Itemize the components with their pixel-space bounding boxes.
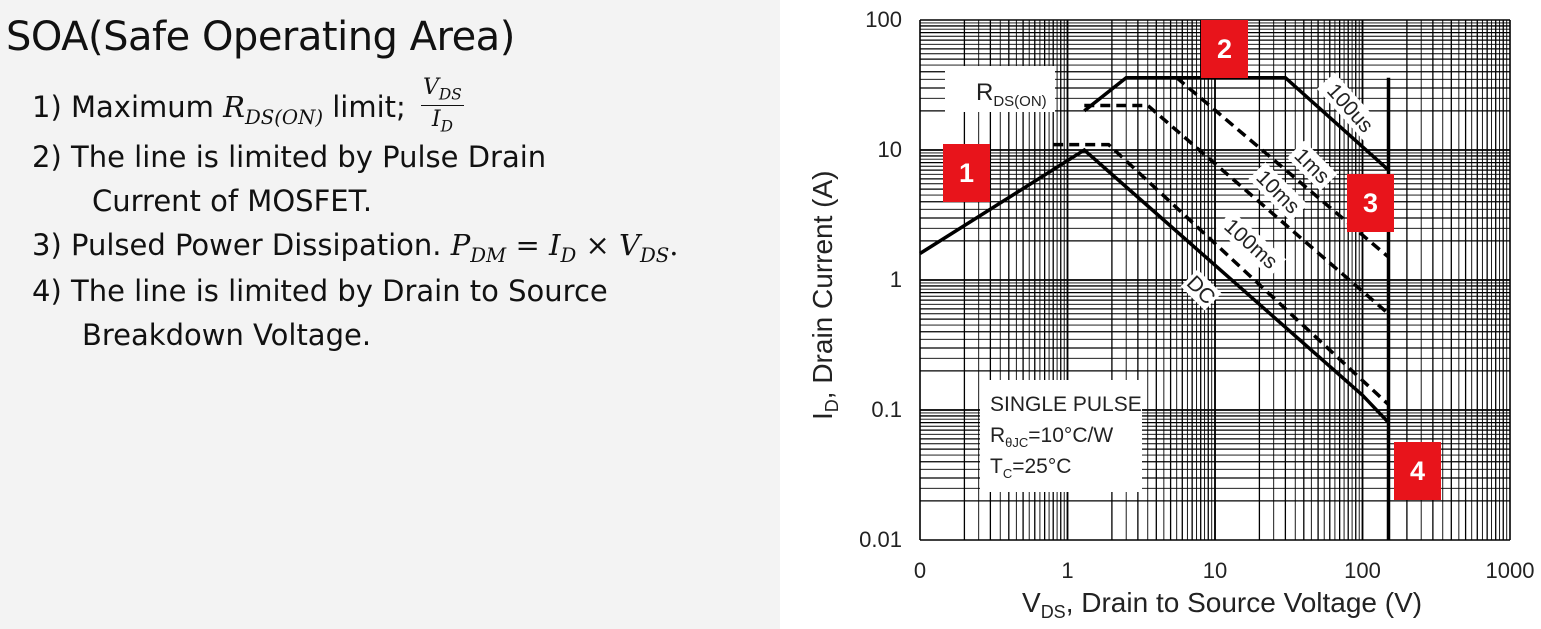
- chart-grid: [919, 19, 1511, 541]
- marker-1-text: 1: [959, 158, 974, 188]
- label-100ms-bg: [1215, 210, 1287, 278]
- series-line-1: [1053, 142, 1390, 406]
- marker-2-text: 2: [1217, 34, 1232, 64]
- item-number: 1): [32, 90, 62, 125]
- math-rdson: RDS(ON): [223, 90, 323, 129]
- label-100ms-text: 100ms: [1220, 215, 1282, 274]
- label-100ms: 100ms: [1215, 210, 1287, 278]
- marker-4-text: 4: [1410, 456, 1425, 486]
- y-tick-label: 100: [865, 7, 902, 32]
- series-line-0: [919, 147, 1390, 424]
- item-text-after: limit;: [332, 90, 406, 125]
- y-tick-label: 1: [890, 267, 902, 292]
- chart-panel: 0 1 10 100 1000 100 10 1 0.1 0.01 VDS, Drain to So…: [780, 0, 1541, 629]
- pulse-info-bg: [980, 380, 1142, 492]
- rdson-label-bg: [945, 66, 1055, 112]
- pulse-info-line1: SINGLE PULSE: [990, 393, 1142, 416]
- x-tick-label: 0: [914, 558, 926, 583]
- list-item-1: 1) Maximum RDS(ON) limit; VDS ID: [32, 76, 464, 138]
- fraction-vds-id: VDS ID: [421, 75, 464, 135]
- marker-1-box: [943, 144, 990, 202]
- marker-4: 4: [1394, 442, 1441, 500]
- marker-2-box: [1201, 20, 1248, 78]
- label-10ms-bg: [1248, 162, 1308, 222]
- x-axis-label: VDS, Drain to Source Voltage (V): [1022, 587, 1422, 622]
- item-text: The line is limited by Drain to Source: [70, 274, 608, 308]
- list-item-4: 4) The line is limited by Drain to Sourc…: [32, 274, 608, 308]
- pulse-info-line3: TC=25°C: [990, 455, 1071, 481]
- soa-chart: 0 1 10 100 1000 100 10 1 0.1 0.01 VDS, Drain to So…: [807, 7, 1535, 622]
- marker-2: 2: [1201, 20, 1248, 78]
- marker-1: 1: [943, 144, 990, 202]
- item-text: Maximum: [70, 90, 214, 125]
- label-dc-bg: [1180, 269, 1222, 311]
- pulse-info-line2: RθJC=10°C/W: [990, 424, 1113, 450]
- y-tick-label: 0.01: [859, 527, 902, 552]
- list-item-3: 3) Pulsed Power Dissipation. PDM = ID × …: [32, 228, 678, 267]
- label-100us: 100us: [1316, 72, 1384, 144]
- y-tick-label: 0.1: [871, 397, 902, 422]
- item-number: 2): [32, 140, 62, 174]
- x-tick-label: 1000: [1486, 558, 1535, 583]
- item-text: The line is limited by Pulse Drain: [70, 140, 547, 174]
- list-item-2-continuation: Current of MOSFET.: [92, 184, 373, 218]
- item-number: 4): [32, 274, 62, 308]
- label-10ms: 10ms: [1248, 162, 1308, 222]
- marker-3: 3: [1347, 174, 1394, 232]
- y-axis-label: ID, Drain Current (A): [807, 171, 842, 421]
- x-tick-label: 100: [1344, 558, 1381, 583]
- list-item-2: 2) The line is limited by Pulse Drain: [32, 140, 546, 174]
- math-pdm-equation: PDM = ID × VDS.: [450, 228, 679, 267]
- x-tick-label: 1: [1061, 558, 1073, 583]
- series-line-2: [1084, 103, 1390, 316]
- y-tick-label: 10: [878, 137, 902, 162]
- marker-3-box: [1347, 174, 1394, 232]
- item-text: Pulsed Power Dissipation.: [70, 228, 442, 262]
- item-number: 3): [32, 228, 62, 262]
- label-1ms-bg: [1287, 140, 1338, 191]
- slide-title: SOA(Safe Operating Area): [6, 14, 515, 60]
- list-item-4-continuation: Breakdown Voltage.: [82, 318, 372, 352]
- slide-text-panel: SOA(Safe Operating Area) 1) Maximum RDS(…: [6, 14, 679, 352]
- x-tick-label: 10: [1203, 558, 1227, 583]
- label-100us-bg: [1316, 72, 1384, 144]
- marker-4-box: [1394, 442, 1441, 500]
- marker-3-text: 3: [1363, 188, 1378, 218]
